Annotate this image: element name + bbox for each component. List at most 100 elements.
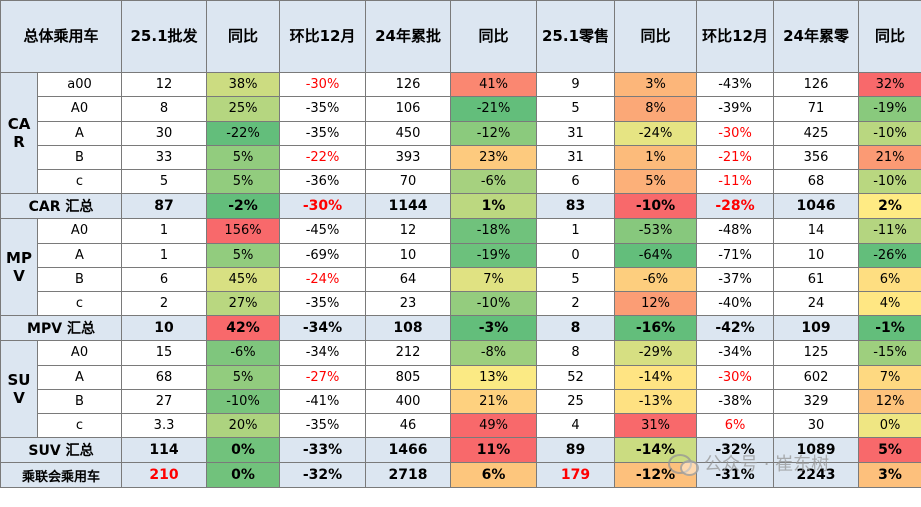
data-cell: 14 — [773, 218, 860, 244]
total-cell: -2% — [206, 193, 281, 220]
segment-name: B — [36, 266, 123, 293]
grand-total-cell: 2243 — [773, 462, 860, 489]
table-row: c 2 27% -35% 23 -10% 2 12% -40% 24 4% — [1, 291, 921, 317]
data-cell: 25 — [536, 388, 616, 415]
total-cell: 42% — [206, 315, 281, 342]
data-cell: 33 — [121, 144, 208, 171]
segment-name: A0 — [36, 96, 123, 122]
data-cell: 5 — [121, 169, 208, 195]
total-cell: -10% — [614, 193, 698, 220]
data-cell: -27% — [279, 364, 367, 390]
data-cell: 49% — [450, 413, 538, 439]
segment-name: A0 — [36, 340, 123, 366]
data-cell: 31 — [536, 120, 616, 146]
data-cell: -18% — [450, 218, 538, 244]
data-cell: 156% — [206, 218, 281, 244]
data-cell: 23% — [450, 144, 538, 171]
data-cell: 126 — [773, 71, 860, 98]
data-cell: -64% — [614, 242, 698, 268]
group-total-row: MPV 汇总 10 42% -34% 108 -3% 8 -16% -42% 109 -1% — [0, 315, 921, 342]
data-cell: 21% — [450, 388, 538, 415]
total-cell: -3% — [450, 315, 538, 342]
grand-total-cell: 3% — [858, 462, 921, 489]
total-cell: -33% — [279, 437, 367, 464]
data-cell: 23 — [365, 291, 452, 317]
data-cell: 1 — [536, 218, 616, 244]
grand-total-cell: -32% — [279, 462, 367, 489]
data-cell: 3.3 — [121, 413, 208, 439]
grand-total-cell: -31% — [696, 462, 775, 489]
total-cell: 87 — [121, 193, 208, 220]
header-24-cum-wholesale: 24年累批 — [365, 0, 452, 73]
data-cell: 4% — [858, 291, 921, 317]
data-cell: 38% — [206, 71, 281, 98]
data-cell: -19% — [450, 242, 538, 268]
data-cell: -24% — [614, 120, 698, 146]
table-row: B 6 45% -24% 64 7% 5 -6% -37% 61 6% — [1, 266, 921, 293]
data-cell: 31% — [614, 413, 698, 439]
data-cell: -30% — [696, 120, 775, 146]
grand-total-cell: 179 — [536, 462, 616, 489]
data-cell: 10 — [773, 242, 860, 268]
data-cell: 106 — [365, 96, 452, 122]
data-cell: 6% — [858, 266, 921, 293]
segment-name: B — [36, 388, 123, 415]
header-title: 总体乘用车 — [0, 0, 123, 73]
total-cell: 0% — [206, 437, 281, 464]
data-cell: 30 — [121, 120, 208, 146]
data-cell: -69% — [279, 242, 367, 268]
data-cell: 12% — [614, 291, 698, 317]
grand-total-cell: -12% — [614, 462, 698, 489]
data-cell: -39% — [696, 96, 775, 122]
table-row: SU V A0 15 -6% -34% 212 -8% 8 -29% -34% 125 -15% — [0, 340, 921, 439]
segment-name: a00 — [36, 71, 123, 98]
data-cell: 70 — [365, 169, 452, 195]
total-cell: 1046 — [773, 193, 860, 220]
data-cell: -35% — [279, 96, 367, 122]
data-cell: -41% — [279, 388, 367, 415]
header-jan-retail: 25.1零售 — [536, 0, 616, 73]
total-cell: 114 — [121, 437, 208, 464]
data-cell: -24% — [279, 266, 367, 293]
data-cell: -14% — [614, 364, 698, 390]
data-cell: -34% — [279, 340, 367, 366]
data-cell: 400 — [365, 388, 452, 415]
data-cell: 68 — [773, 169, 860, 195]
segment-name: c — [36, 169, 123, 195]
data-cell: 329 — [773, 388, 860, 415]
data-cell: -8% — [450, 340, 538, 366]
segment-name: c — [36, 291, 123, 317]
header-yoy-3: 同比 — [614, 0, 698, 73]
total-cell: 83 — [536, 193, 616, 220]
total-cell: -16% — [614, 315, 698, 342]
data-cell: -6% — [206, 340, 281, 366]
data-cell: -10% — [858, 120, 921, 146]
data-cell: 5% — [614, 169, 698, 195]
data-cell: 450 — [365, 120, 452, 146]
data-cell: -12% — [450, 120, 538, 146]
total-cell: 1144 — [365, 193, 452, 220]
data-cell: -35% — [279, 291, 367, 317]
group-total-label: MPV 汇总 — [0, 315, 123, 342]
total-cell: 109 — [773, 315, 860, 342]
data-cell: 13% — [450, 364, 538, 390]
table-row: MP V A0 1 156% -45% 12 -18% 1 -53% -48% 14 -11% — [0, 218, 921, 317]
total-cell: 10 — [121, 315, 208, 342]
data-cell: 1 — [121, 242, 208, 268]
segment-name: B — [36, 144, 123, 171]
data-cell: 15 — [121, 340, 208, 366]
data-cell: -26% — [858, 242, 921, 268]
grand-total-row: 乘联会乘用车 210 0% -32% 2718 6% 179 -12% -31% 2243 3% — [0, 462, 921, 489]
data-cell: -35% — [279, 120, 367, 146]
data-cell: -6% — [614, 266, 698, 293]
data-cell: 20% — [206, 413, 281, 439]
total-cell: -28% — [696, 193, 775, 220]
data-cell: 393 — [365, 144, 452, 171]
data-cell: -19% — [858, 96, 921, 122]
data-cell: 6 — [536, 169, 616, 195]
total-cell: -30% — [279, 193, 367, 220]
data-cell: -35% — [279, 413, 367, 439]
data-cell: 5 — [536, 96, 616, 122]
table-row: A 30 -22% -35% 450 -12% 31 -24% -30% 425 -10% — [1, 120, 921, 146]
